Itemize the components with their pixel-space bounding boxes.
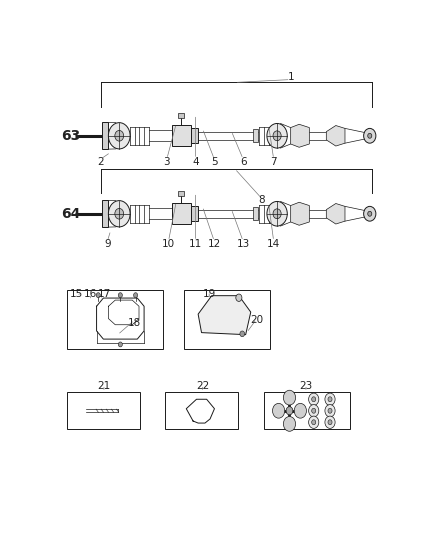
Text: 11: 11 [189, 239, 202, 249]
Text: 21: 21 [97, 381, 111, 391]
Circle shape [115, 208, 124, 219]
Text: 20: 20 [250, 316, 263, 326]
Bar [253, 207, 258, 220]
Circle shape [294, 403, 307, 418]
Bar [191, 128, 198, 143]
Circle shape [283, 390, 296, 405]
Circle shape [273, 209, 281, 219]
Circle shape [267, 201, 287, 226]
Circle shape [309, 393, 319, 406]
Text: 15: 15 [70, 289, 84, 299]
Bar [253, 129, 258, 142]
Circle shape [108, 123, 130, 149]
Circle shape [309, 416, 319, 429]
Text: 13: 13 [237, 239, 250, 249]
Text: 12: 12 [208, 239, 221, 249]
Circle shape [273, 131, 281, 141]
Bar [172, 125, 191, 147]
Polygon shape [291, 202, 309, 225]
Circle shape [118, 293, 122, 297]
Bar [172, 203, 191, 224]
Circle shape [81, 406, 90, 416]
Circle shape [198, 407, 203, 412]
Text: 9: 9 [104, 239, 111, 249]
Circle shape [272, 403, 285, 418]
Bar [184, 290, 270, 349]
Circle shape [309, 405, 319, 417]
Circle shape [328, 420, 332, 425]
Circle shape [328, 408, 332, 413]
Text: 14: 14 [267, 239, 280, 249]
Text: 18: 18 [128, 318, 141, 327]
Bar [102, 123, 108, 149]
Circle shape [325, 393, 335, 406]
Circle shape [364, 206, 376, 221]
Text: 10: 10 [162, 239, 175, 249]
Circle shape [240, 331, 245, 337]
Text: 64: 64 [61, 207, 81, 221]
Circle shape [364, 128, 376, 143]
Bar [102, 200, 108, 227]
Circle shape [325, 405, 335, 417]
Bar [67, 290, 163, 349]
Circle shape [134, 293, 138, 297]
Circle shape [283, 416, 296, 431]
Circle shape [195, 403, 205, 416]
Text: 5: 5 [211, 157, 218, 167]
Circle shape [312, 397, 316, 402]
Text: 3: 3 [163, 157, 170, 167]
Text: 22: 22 [196, 381, 209, 391]
Polygon shape [326, 204, 345, 224]
Text: 7: 7 [270, 157, 277, 167]
Circle shape [96, 293, 100, 297]
Circle shape [108, 200, 130, 227]
Bar [264, 392, 350, 429]
Text: 19: 19 [202, 289, 216, 299]
Bar [165, 392, 238, 429]
Circle shape [368, 133, 372, 138]
Circle shape [115, 131, 124, 141]
Text: 1: 1 [287, 72, 294, 82]
Text: 6: 6 [240, 157, 247, 167]
Polygon shape [198, 296, 251, 335]
Circle shape [368, 211, 372, 216]
Polygon shape [291, 124, 309, 147]
Circle shape [236, 294, 242, 302]
Text: 17: 17 [97, 289, 111, 299]
Text: 8: 8 [258, 195, 265, 205]
Circle shape [312, 408, 316, 413]
Polygon shape [326, 126, 345, 146]
Circle shape [328, 397, 332, 402]
Text: 23: 23 [299, 381, 313, 391]
Bar [67, 392, 140, 429]
Circle shape [267, 124, 287, 148]
Bar [178, 113, 184, 118]
Text: 2: 2 [97, 157, 104, 167]
Circle shape [118, 342, 122, 347]
Text: 4: 4 [192, 157, 199, 167]
Text: 16: 16 [84, 289, 97, 299]
Bar [178, 191, 184, 196]
Text: 63: 63 [61, 129, 81, 143]
Circle shape [312, 420, 316, 425]
Circle shape [286, 407, 293, 415]
Bar [191, 206, 198, 221]
Circle shape [325, 416, 335, 429]
